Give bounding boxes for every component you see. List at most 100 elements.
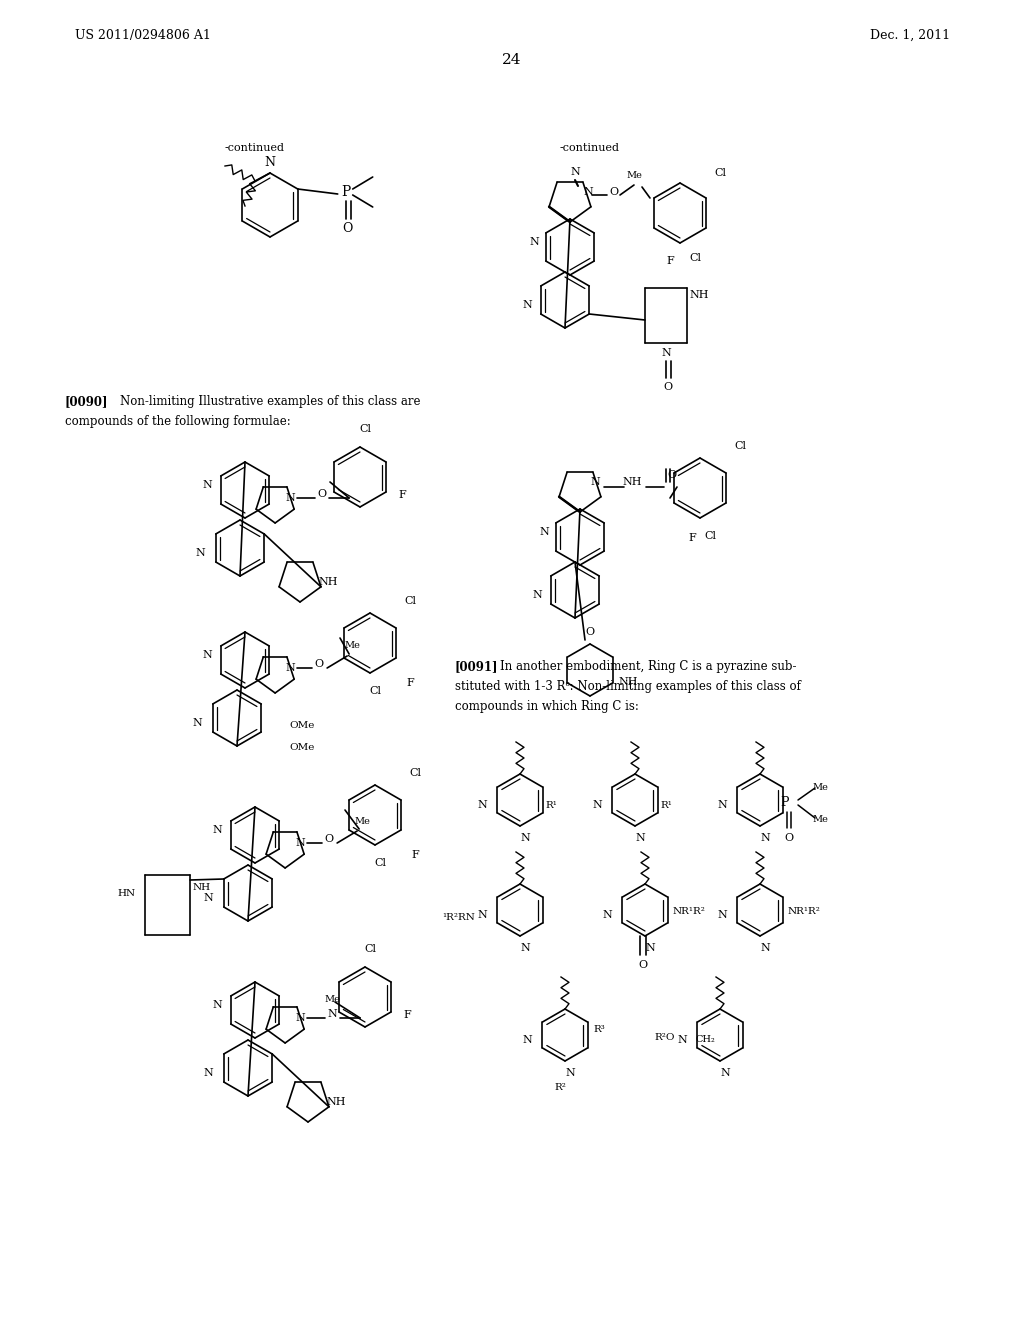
Text: N: N xyxy=(212,1001,222,1010)
Text: N: N xyxy=(477,909,486,920)
Text: R²: R² xyxy=(554,1082,566,1092)
Text: F: F xyxy=(667,256,674,267)
Text: Me: Me xyxy=(812,783,828,792)
Text: NH: NH xyxy=(318,577,338,587)
Text: N: N xyxy=(532,590,542,601)
Text: Cl: Cl xyxy=(369,686,381,696)
Text: R³: R³ xyxy=(593,1026,605,1035)
Text: NR¹R²: NR¹R² xyxy=(788,908,821,916)
Text: N: N xyxy=(203,1068,213,1078)
Text: F: F xyxy=(411,850,419,861)
Text: Cl: Cl xyxy=(714,168,726,178)
Text: Me: Me xyxy=(626,170,642,180)
Text: N: N xyxy=(295,1012,305,1023)
Text: NH: NH xyxy=(689,290,709,301)
Text: N: N xyxy=(522,1035,531,1045)
Text: F: F xyxy=(398,490,406,500)
Text: ¹R²RN: ¹R²RN xyxy=(442,913,475,923)
Text: N: N xyxy=(264,157,275,169)
Text: N: N xyxy=(677,1035,687,1045)
Text: N: N xyxy=(760,942,770,953)
Text: Cl: Cl xyxy=(689,253,701,263)
Text: O: O xyxy=(317,488,327,499)
Text: Me: Me xyxy=(812,816,828,825)
Text: Dec. 1, 2011: Dec. 1, 2011 xyxy=(869,29,950,41)
Text: CH₂: CH₂ xyxy=(695,1035,715,1044)
Text: N: N xyxy=(662,347,671,358)
Text: Me: Me xyxy=(344,642,360,651)
Text: F: F xyxy=(407,678,414,688)
Text: N: N xyxy=(720,1068,730,1078)
Text: NH: NH xyxy=(327,1097,346,1107)
Text: O: O xyxy=(342,223,353,235)
Text: N: N xyxy=(286,492,295,503)
Text: N: N xyxy=(717,800,727,810)
Text: P: P xyxy=(341,185,350,199)
Text: N: N xyxy=(539,527,549,537)
Text: N: N xyxy=(520,833,529,843)
Text: Cl: Cl xyxy=(364,944,376,954)
Text: N: N xyxy=(570,168,580,177)
Text: O: O xyxy=(586,627,595,638)
Text: O: O xyxy=(638,960,647,970)
Text: N: N xyxy=(760,833,770,843)
Text: N: N xyxy=(212,825,222,836)
Text: stituted with 1-3 Rᶜ: Non-limiting examples of this class of: stituted with 1-3 Rᶜ: Non-limiting examp… xyxy=(455,680,801,693)
Text: N: N xyxy=(565,1068,574,1078)
Text: N: N xyxy=(328,1008,337,1019)
Text: O: O xyxy=(784,833,794,843)
Text: F: F xyxy=(688,533,696,543)
Text: O: O xyxy=(664,383,673,392)
Text: -continued: -continued xyxy=(225,143,285,153)
Text: O: O xyxy=(325,834,334,843)
Text: compounds of the following formulae:: compounds of the following formulae: xyxy=(65,414,291,428)
Text: N: N xyxy=(583,187,593,197)
Text: O: O xyxy=(314,659,324,669)
Text: Me: Me xyxy=(325,995,340,1005)
Text: N: N xyxy=(203,894,213,903)
Text: Cl: Cl xyxy=(409,768,421,777)
Text: N: N xyxy=(602,909,612,920)
Text: N: N xyxy=(295,838,305,847)
Text: [0090]: [0090] xyxy=(65,395,109,408)
Text: N: N xyxy=(520,942,529,953)
Text: N: N xyxy=(202,480,212,490)
Text: R¹: R¹ xyxy=(660,800,672,809)
Text: N: N xyxy=(592,800,602,810)
Text: N: N xyxy=(477,800,486,810)
Text: OMe: OMe xyxy=(289,722,314,730)
Text: NH: NH xyxy=(193,883,211,891)
Text: OMe: OMe xyxy=(289,743,314,752)
Text: Non-limiting Illustrative examples of this class are: Non-limiting Illustrative examples of th… xyxy=(120,395,421,408)
Text: Cl: Cl xyxy=(734,441,746,451)
Text: HN: HN xyxy=(118,888,136,898)
Text: 24: 24 xyxy=(502,53,522,67)
Text: N: N xyxy=(202,649,212,660)
Text: N: N xyxy=(717,909,727,920)
Text: -continued: -continued xyxy=(560,143,620,153)
Text: NH: NH xyxy=(618,677,638,686)
Text: N: N xyxy=(286,663,295,673)
Text: N: N xyxy=(196,548,205,558)
Text: N: N xyxy=(635,833,645,843)
Text: NH: NH xyxy=(623,477,642,487)
Text: Cl: Cl xyxy=(404,597,416,606)
Text: US 2011/0294806 A1: US 2011/0294806 A1 xyxy=(75,29,211,41)
Text: N: N xyxy=(529,238,539,247)
Text: In another embodiment, Ring C is a pyrazine sub-: In another embodiment, Ring C is a pyraz… xyxy=(500,660,797,673)
Text: Cl: Cl xyxy=(374,858,386,869)
Text: O: O xyxy=(609,187,618,197)
Text: P: P xyxy=(780,796,790,808)
Text: compounds in which Ring C is:: compounds in which Ring C is: xyxy=(455,700,639,713)
Text: Me: Me xyxy=(354,817,370,825)
Text: Cl: Cl xyxy=(705,531,716,541)
Text: N: N xyxy=(522,300,531,310)
Text: R¹: R¹ xyxy=(545,800,557,809)
Text: [0091]: [0091] xyxy=(455,660,499,673)
Text: F: F xyxy=(403,1010,411,1020)
Text: N: N xyxy=(590,477,600,487)
Text: O: O xyxy=(668,470,677,480)
Text: NR¹R²: NR¹R² xyxy=(673,908,706,916)
Text: Cl: Cl xyxy=(359,424,371,434)
Text: N: N xyxy=(645,942,655,953)
